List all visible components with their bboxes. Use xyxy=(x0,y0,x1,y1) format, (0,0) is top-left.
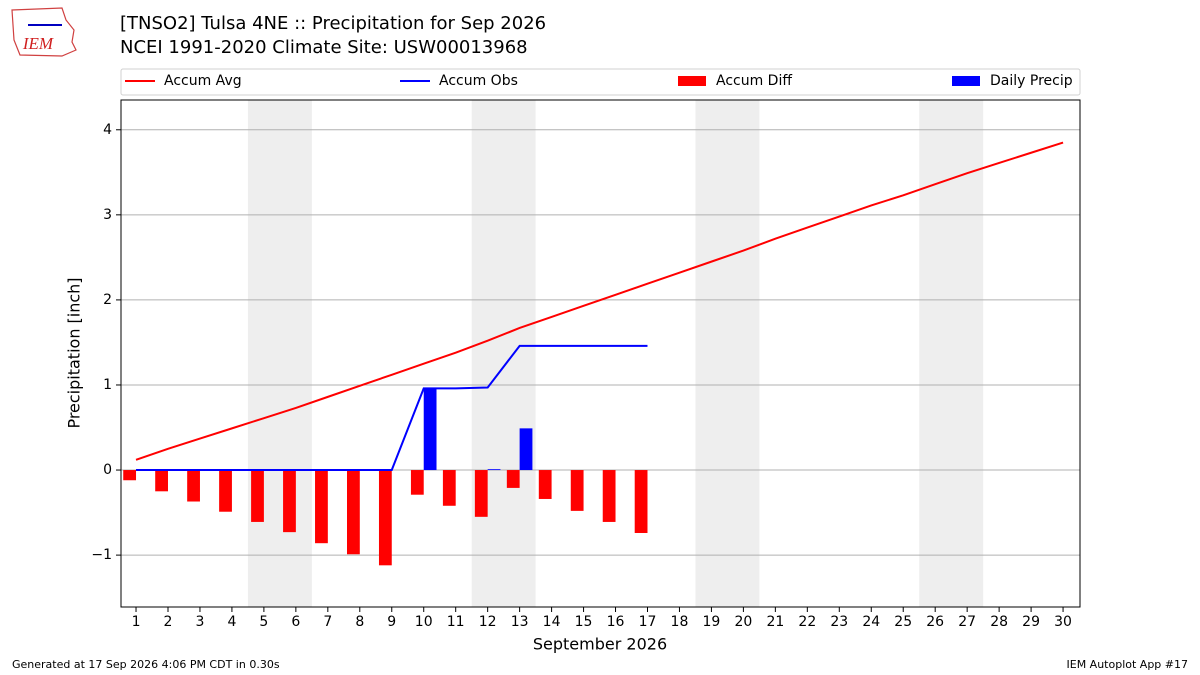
x-tick-label: 28 xyxy=(990,614,1008,630)
bar xyxy=(251,470,264,522)
line xyxy=(135,141,1064,461)
logo: IEM xyxy=(11,7,77,57)
bar xyxy=(506,470,520,488)
x-tick-label: 5 xyxy=(259,614,268,630)
legend-label: Accum Avg xyxy=(164,73,242,89)
bar xyxy=(423,388,437,471)
bar xyxy=(123,470,137,481)
x-tick-label: 3 xyxy=(195,614,204,630)
x-tick-label: 30 xyxy=(1054,614,1072,630)
legend-label: Daily Precip xyxy=(990,73,1073,89)
footer-right: IEM Autoplot App #17 xyxy=(1067,658,1189,671)
legend-patch xyxy=(952,76,980,86)
x-tick-label: 1 xyxy=(132,614,141,630)
bar xyxy=(519,428,533,471)
chart-subtitle: NCEI 1991-2020 Climate Site: USW00013968 xyxy=(120,37,528,58)
bar xyxy=(487,469,501,471)
chart-title: [TNSO2] Tulsa 4NE :: Precipitation for S… xyxy=(120,13,546,34)
y-axis-label: Precipitation [inch] xyxy=(65,277,84,428)
logo-outline xyxy=(11,7,77,57)
weekend-shade xyxy=(695,100,760,607)
y-tick-label: −1 xyxy=(91,547,112,563)
x-tick-label: 25 xyxy=(894,614,912,630)
x-tick-label: 26 xyxy=(926,614,944,630)
bar xyxy=(410,470,424,495)
x-tick-label: 9 xyxy=(387,614,396,630)
plot-frame xyxy=(120,99,1081,608)
y-tick-label: 0 xyxy=(103,462,112,478)
bar xyxy=(602,470,616,522)
bar xyxy=(187,470,200,502)
x-tick-label: 14 xyxy=(543,614,561,630)
legend-label: Accum Obs xyxy=(439,73,518,89)
x-tick-label: 12 xyxy=(479,614,497,630)
x-tick-label: 18 xyxy=(671,614,689,630)
legend-patch xyxy=(678,76,706,86)
x-tick-label: 15 xyxy=(575,614,593,630)
bar xyxy=(378,470,392,566)
logo-text: IEM xyxy=(22,34,54,53)
x-tick-label: 16 xyxy=(607,614,625,630)
x-tick-label: 19 xyxy=(703,614,721,630)
bar xyxy=(634,470,648,533)
bar xyxy=(315,470,328,544)
x-tick-label: 27 xyxy=(958,614,976,630)
y-tick-label: 1 xyxy=(103,377,112,393)
y-tick-label: 4 xyxy=(103,122,112,138)
bar xyxy=(538,470,552,499)
x-tick-label: 24 xyxy=(862,614,880,630)
x-tick-label: 4 xyxy=(227,614,236,630)
x-tick-label: 6 xyxy=(291,614,300,630)
x-tick-label: 2 xyxy=(164,614,173,630)
x-tick-label: 7 xyxy=(323,614,332,630)
x-tick-label: 23 xyxy=(830,614,848,630)
y-tick-label: 2 xyxy=(103,292,112,308)
bar xyxy=(283,470,296,533)
x-tick-label: 17 xyxy=(639,614,657,630)
bar xyxy=(442,470,456,506)
bar xyxy=(219,470,232,512)
line xyxy=(136,344,648,472)
bar xyxy=(347,470,360,555)
x-tick-label: 10 xyxy=(415,614,433,630)
x-tick-label: 8 xyxy=(355,614,364,630)
legend xyxy=(120,68,1081,96)
bar xyxy=(474,470,488,517)
weekend-shade xyxy=(919,100,984,607)
x-tick-label: 29 xyxy=(1022,614,1040,630)
footer-left: Generated at 17 Sep 2026 4:06 PM CDT in … xyxy=(12,658,280,671)
weekend-shade xyxy=(247,100,312,607)
legend-label: Accum Diff xyxy=(716,73,792,89)
x-tick-label: 11 xyxy=(447,614,465,630)
bar xyxy=(570,470,584,511)
bar xyxy=(155,470,168,492)
x-tick-label: 21 xyxy=(766,614,784,630)
weekend-shade xyxy=(471,100,536,607)
x-tick-label: 13 xyxy=(511,614,529,630)
x-tick-label: 20 xyxy=(734,614,752,630)
y-tick-label: 3 xyxy=(103,207,112,223)
x-axis-label: September 2026 xyxy=(533,635,667,654)
x-tick-label: 22 xyxy=(798,614,816,630)
